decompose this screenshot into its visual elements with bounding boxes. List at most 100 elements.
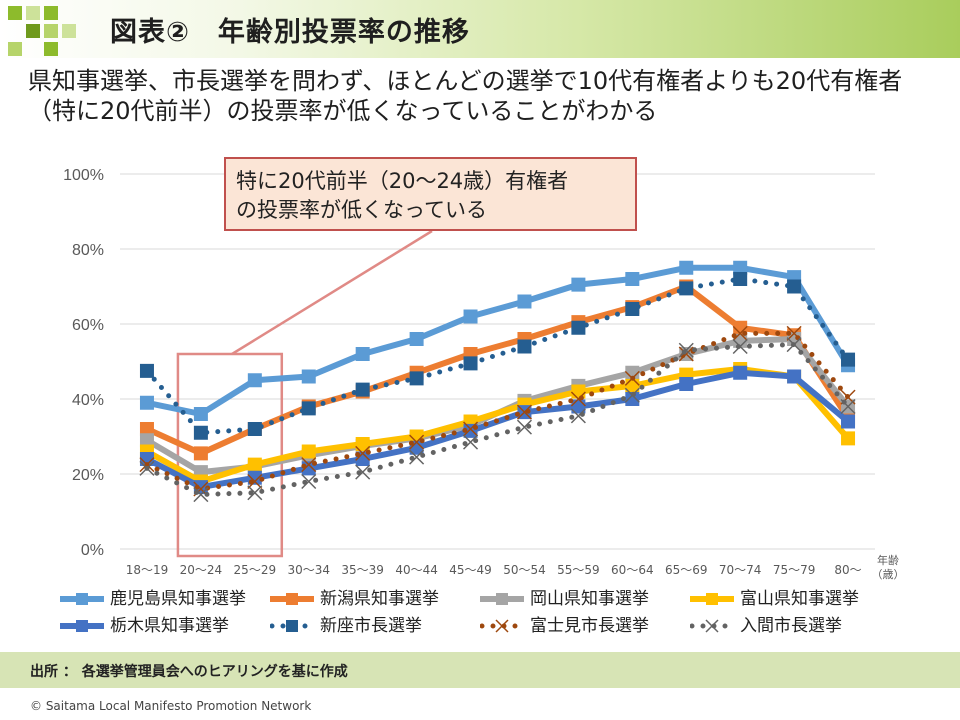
- x-tick-label: 70～74: [719, 563, 762, 577]
- callout-box: 特に20代前半（20～24歳）有権者 の投票率が低くなっている: [224, 157, 637, 231]
- series-marker: [463, 309, 478, 324]
- series-marker: [840, 398, 856, 415]
- series-marker: [841, 352, 856, 367]
- series-marker: [139, 363, 154, 378]
- series-marker: [517, 339, 532, 354]
- series-line-1: [145, 283, 851, 457]
- legend-label: 富士見市長選挙: [530, 616, 649, 636]
- series-marker: [409, 332, 424, 346]
- x-axis-unit: 年齢: [877, 553, 899, 567]
- series-marker: [463, 421, 479, 437]
- series-marker: [841, 431, 856, 446]
- series-marker: [409, 449, 425, 465]
- series-marker: [301, 369, 316, 384]
- series-marker: [625, 302, 640, 316]
- x-tick-label: 50～54: [503, 563, 546, 577]
- series-marker: [516, 404, 532, 420]
- legend-label: 入間市長選挙: [740, 616, 842, 636]
- series-line-5: [144, 276, 851, 436]
- series-line-2: [145, 336, 851, 476]
- series-marker: [409, 434, 425, 450]
- series-marker: [139, 452, 154, 466]
- series-marker: [624, 387, 640, 403]
- legend-symbol: [690, 593, 734, 605]
- series-marker: [355, 437, 370, 451]
- legend-symbol: [480, 619, 526, 633]
- page-title: 図表② 年齢別投票率の推移: [110, 17, 470, 48]
- x-tick-label: 20～24: [180, 563, 223, 577]
- series-line-7: [144, 342, 851, 498]
- series-marker: [786, 325, 802, 341]
- x-tick-label: 40～44: [395, 563, 438, 577]
- line-chart: 0% 20% 40% 60% 80% 100% 18～19 20～24 25～29 30～34 35…: [63, 167, 905, 581]
- y-tick-label: 60%: [72, 317, 104, 334]
- x-tick-label: 80～: [834, 563, 861, 577]
- legend-label: 新座市長選挙: [320, 616, 422, 636]
- series-marker: [570, 391, 586, 407]
- x-tick-label: 65～69: [665, 563, 708, 577]
- source-text: 出所 ： 各選挙管理員会へのヒアリングを基に作成: [30, 664, 348, 680]
- series-marker: [193, 407, 208, 421]
- subtitle: 県知事選挙、市長選挙を問わず、ほとんどの選挙で10代有権者よりも20代有権者（特…: [28, 67, 903, 125]
- series-marker: [139, 422, 154, 436]
- series-marker: [678, 342, 694, 358]
- x-tick-label: 18～19: [126, 563, 169, 577]
- x-axis-unit: （歳）: [872, 568, 905, 581]
- series-marker: [625, 272, 640, 286]
- series-marker: [733, 365, 748, 380]
- series-marker: [247, 457, 262, 472]
- series-marker: [679, 260, 694, 275]
- series-line-3: [145, 366, 851, 485]
- callout-connector: [231, 229, 433, 356]
- copyright-text: © Saitama Local Manifesto Promotion Netw…: [30, 699, 312, 713]
- highlight-rect: [176, 352, 284, 558]
- x-tick-label: 30～34: [287, 563, 330, 577]
- logo-squares-icon: [8, 6, 80, 56]
- series-marker: [139, 433, 154, 448]
- series-marker: [787, 279, 802, 294]
- series-marker: [732, 338, 748, 355]
- series-marker: [355, 445, 371, 461]
- y-tick-label: 0%: [81, 542, 104, 559]
- series-marker: [301, 401, 316, 416]
- callout-line-1: 特に20代前半（20～24歳）有権者: [236, 169, 569, 193]
- series-marker: [732, 325, 748, 341]
- series-marker: [301, 457, 317, 473]
- x-tick-label: 35～39: [341, 563, 384, 577]
- series-marker: [355, 382, 370, 397]
- series-marker: [463, 356, 478, 371]
- legend-symbol: [270, 593, 314, 605]
- series-marker: [247, 485, 263, 501]
- series-marker: [301, 444, 316, 459]
- series-marker: [679, 281, 694, 296]
- source-bar: 出所 ： 各選挙管理員会へのヒアリングを基に作成: [0, 652, 960, 688]
- legend-label: 鹿児島県知事選挙: [110, 589, 246, 609]
- legend-label: 栃木県知事選挙: [110, 616, 229, 636]
- series-marker: [193, 446, 208, 461]
- legend-label: 新潟県知事選挙: [320, 589, 439, 609]
- series-marker: [517, 294, 532, 309]
- legend-symbol: [480, 593, 524, 605]
- x-tick-label: 55～59: [557, 563, 600, 577]
- series-marker: [355, 347, 370, 361]
- series-line-0: [146, 264, 851, 417]
- x-tick-label: 60～64: [611, 563, 654, 577]
- series-marker: [247, 473, 263, 490]
- legend-label: 岡山県知事選挙: [530, 589, 649, 609]
- series-marker: [139, 457, 155, 473]
- series-marker: [570, 408, 586, 424]
- series-marker: [247, 422, 262, 436]
- series-marker: [571, 320, 586, 335]
- header-bar: 図表② 年齢別投票率の推移: [0, 0, 960, 58]
- series-line-6: [144, 330, 851, 492]
- series-marker: [516, 419, 532, 435]
- series-marker: [786, 337, 802, 353]
- y-tick-label: 100%: [63, 167, 104, 184]
- series-marker: [733, 272, 748, 286]
- series-marker: [571, 277, 586, 292]
- series-marker: [409, 371, 424, 386]
- series-marker: [733, 260, 748, 275]
- legend-label: 富山県知事選挙: [740, 589, 859, 609]
- series-marker: [787, 369, 802, 384]
- series-marker: [139, 460, 155, 476]
